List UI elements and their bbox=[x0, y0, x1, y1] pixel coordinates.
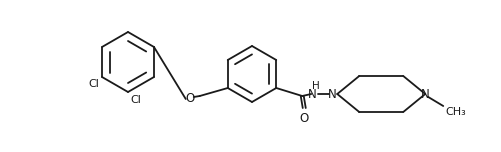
Text: Cl: Cl bbox=[88, 79, 99, 89]
Text: N: N bbox=[327, 88, 336, 100]
Text: O: O bbox=[299, 112, 308, 125]
Text: Cl: Cl bbox=[130, 95, 141, 105]
Text: CH₃: CH₃ bbox=[444, 107, 465, 117]
Text: H: H bbox=[312, 81, 320, 91]
Text: N: N bbox=[307, 88, 316, 100]
Text: N: N bbox=[420, 88, 429, 100]
Text: O: O bbox=[185, 92, 194, 105]
